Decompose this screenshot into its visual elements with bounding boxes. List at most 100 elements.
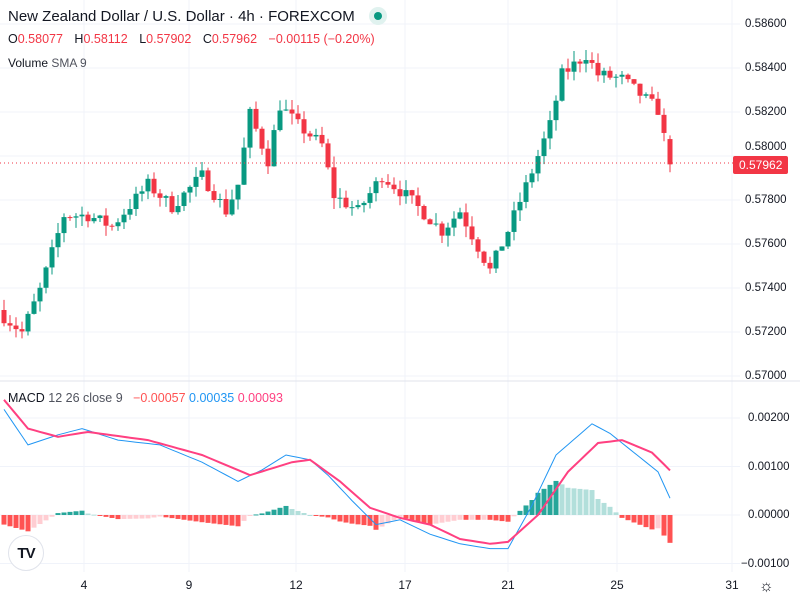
- candle-up: [517, 201, 523, 211]
- histogram-bar: [595, 499, 601, 515]
- candle-down: [295, 113, 301, 120]
- candle-down: [637, 83, 643, 96]
- candle-down: [343, 197, 349, 208]
- candle-up: [283, 109, 289, 111]
- candle-up: [523, 182, 529, 202]
- candle-down: [157, 193, 163, 198]
- candle-down: [109, 225, 115, 227]
- histogram-bar: [667, 515, 673, 543]
- candle-up: [175, 206, 181, 213]
- candle-up: [193, 176, 199, 187]
- histogram-bar: [313, 515, 319, 516]
- candle-down: [259, 128, 265, 149]
- candle-up: [571, 61, 577, 72]
- histogram-bar: [61, 512, 67, 515]
- histogram-bar: [31, 515, 37, 528]
- histogram-bar: [415, 515, 421, 522]
- macd-legend[interactable]: MACD 12 26 close 9 −0.00057 0.00035 0.00…: [8, 391, 283, 405]
- histogram-bar: [133, 515, 139, 519]
- histogram-bar: [529, 500, 535, 515]
- candle-down: [421, 205, 427, 220]
- histogram-bar: [49, 515, 55, 517]
- candle-up: [445, 227, 451, 236]
- histogram-bar: [43, 515, 49, 521]
- macd-tick-label: 0.00100: [748, 460, 790, 473]
- histogram-bar: [265, 511, 271, 515]
- candle-down: [103, 215, 109, 226]
- histogram-bar: [181, 515, 187, 520]
- candle-down: [391, 184, 397, 190]
- candle-down: [607, 70, 613, 78]
- symbol-title: New Zealand Dollar / U.S. Dollar · 4h · …: [8, 7, 355, 25]
- tradingview-logo[interactable]: TV: [8, 535, 44, 571]
- histogram-bar: [1, 515, 7, 525]
- candle-up: [373, 181, 379, 194]
- candle-down: [397, 189, 403, 197]
- histogram-bar: [427, 515, 433, 525]
- histogram-bar: [523, 505, 529, 515]
- histogram-bar: [223, 515, 229, 525]
- signal-value: 0.00093: [237, 391, 283, 405]
- histogram-bar: [463, 515, 469, 520]
- symbol-legend[interactable]: New Zealand Dollar / U.S. Dollar · 4h · …: [8, 7, 387, 25]
- candle-down: [565, 68, 571, 72]
- close-value: 0.57962: [211, 32, 258, 46]
- candle-up: [457, 212, 463, 219]
- histogram-bar: [649, 515, 655, 530]
- histogram-bar: [271, 509, 277, 515]
- macd-tick-label: 0.00200: [748, 412, 790, 424]
- price-tick-label: 0.57200: [745, 326, 787, 338]
- candle-down: [253, 108, 259, 129]
- candle-down: [19, 329, 25, 332]
- candle-up: [181, 192, 187, 207]
- histogram-bar: [367, 515, 373, 526]
- histogram-bar: [403, 515, 409, 519]
- candle-down: [625, 74, 631, 80]
- histogram-bar: [211, 515, 217, 524]
- market-status-icon[interactable]: [368, 7, 387, 25]
- histogram-bar: [19, 515, 25, 530]
- candle-up: [25, 313, 31, 332]
- histogram-bar: [109, 515, 115, 518]
- price-tick-label: 0.58400: [745, 62, 787, 74]
- date-tick-label: 12: [289, 578, 303, 592]
- histogram-bar: [505, 515, 511, 522]
- candle-up: [403, 190, 409, 197]
- histogram-bar: [295, 511, 301, 515]
- settings-gear-icon[interactable]: ☼: [759, 578, 774, 595]
- grid: [0, 0, 740, 572]
- macd-value: 0.00035: [189, 391, 235, 405]
- candle-down: [409, 190, 415, 196]
- price-tick-label: 0.57600: [745, 238, 787, 250]
- histogram-bar: [343, 515, 349, 523]
- candle-down: [301, 119, 307, 134]
- histogram-bar: [451, 515, 457, 521]
- candle-down: [331, 167, 337, 199]
- candle-up: [133, 193, 139, 210]
- histogram-bar: [553, 480, 559, 515]
- volume-label: Volume: [8, 56, 49, 70]
- candle-down: [151, 178, 157, 194]
- candle-down: [469, 226, 475, 240]
- candle-up: [73, 216, 79, 218]
- histogram-bar: [619, 515, 625, 518]
- ohlc-legend: O0.58077 H0.58112 L0.57902 C0.57962 −0.0…: [8, 32, 383, 46]
- candle-up: [535, 156, 541, 174]
- histogram-bar: [601, 502, 607, 515]
- low-value: 0.57902: [146, 32, 192, 46]
- histogram-bar: [7, 515, 13, 527]
- histogram-bar: [385, 515, 391, 524]
- histogram-bar: [199, 515, 205, 523]
- candle-down: [649, 94, 655, 99]
- macd-histogram: [1, 480, 673, 543]
- histogram-bar: [157, 515, 163, 517]
- histogram-bar: [487, 515, 493, 520]
- histogram-bar: [85, 513, 91, 515]
- candle-up: [217, 199, 223, 201]
- histogram-bar: [511, 515, 517, 517]
- volume-legend[interactable]: Volume SMA 9: [8, 56, 87, 70]
- histogram-bar: [613, 512, 619, 515]
- histogram-bar: [169, 515, 175, 519]
- histogram-bar: [235, 515, 241, 527]
